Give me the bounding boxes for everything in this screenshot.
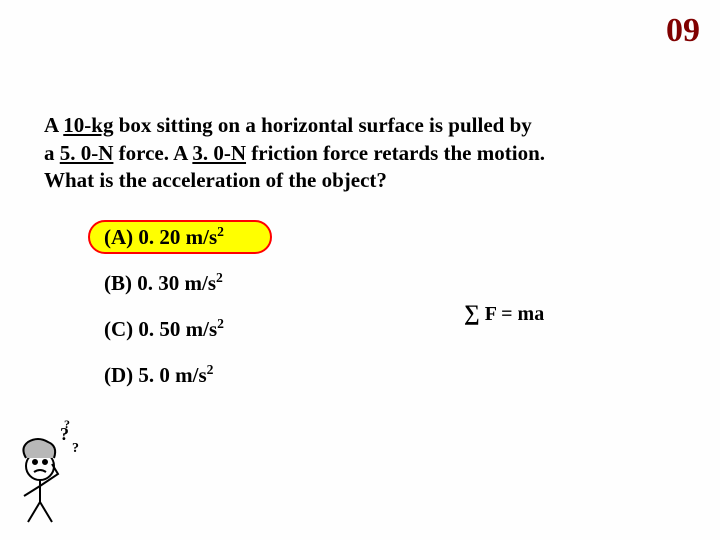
formula-text: F = ma: [480, 303, 545, 325]
option-a-text: (A) 0. 20 m/s: [104, 225, 217, 249]
q-l1-mid: box sitting on a horizontal surface is p…: [113, 113, 531, 137]
option-c-text: (C) 0. 50 m/s: [104, 317, 217, 341]
q-l2-force1: 5. 0-N: [60, 141, 114, 165]
thinking-person-icon: ? ? ?: [6, 420, 92, 526]
sigma-symbol: ∑: [464, 300, 480, 325]
option-d-exp: 2: [207, 362, 214, 377]
q-l2-pre: a: [44, 141, 60, 165]
question-text: A 10-kg box sitting on a horizontal surf…: [44, 112, 654, 195]
q-l2-post: friction force retards the motion.: [246, 141, 545, 165]
option-b: (B) 0. 30 m/s2: [104, 270, 224, 296]
svg-text:?: ?: [64, 420, 70, 431]
answer-options: (A) 0. 20 m/s2 (B) 0. 30 m/s2 (C) 0. 50 …: [104, 224, 224, 408]
question-line-3: What is the acceleration of the object?: [44, 167, 654, 195]
option-d-text: (D) 5. 0 m/s: [104, 363, 207, 387]
option-b-text: (B) 0. 30 m/s: [104, 271, 216, 295]
question-line-2: a 5. 0-N force. A 3. 0-N friction force …: [44, 140, 654, 168]
q-l2-force2: 3. 0-N: [192, 141, 246, 165]
option-d: (D) 5. 0 m/s2: [104, 362, 224, 388]
option-c: (C) 0. 50 m/s2: [104, 316, 224, 342]
slide-number: 09: [666, 12, 700, 50]
formula-newton-second-law: ∑ F = ma: [464, 300, 544, 326]
option-a-exp: 2: [217, 224, 224, 239]
q-l1-pre: A: [44, 113, 63, 137]
q-l1-mass: 10-kg: [63, 113, 113, 137]
question-line-1: A 10-kg box sitting on a horizontal surf…: [44, 112, 654, 140]
option-a: (A) 0. 20 m/s2: [104, 224, 224, 250]
option-c-exp: 2: [217, 316, 224, 331]
q-l2-mid: force. A: [113, 141, 192, 165]
svg-text:?: ?: [72, 441, 79, 456]
option-b-exp: 2: [216, 270, 223, 285]
